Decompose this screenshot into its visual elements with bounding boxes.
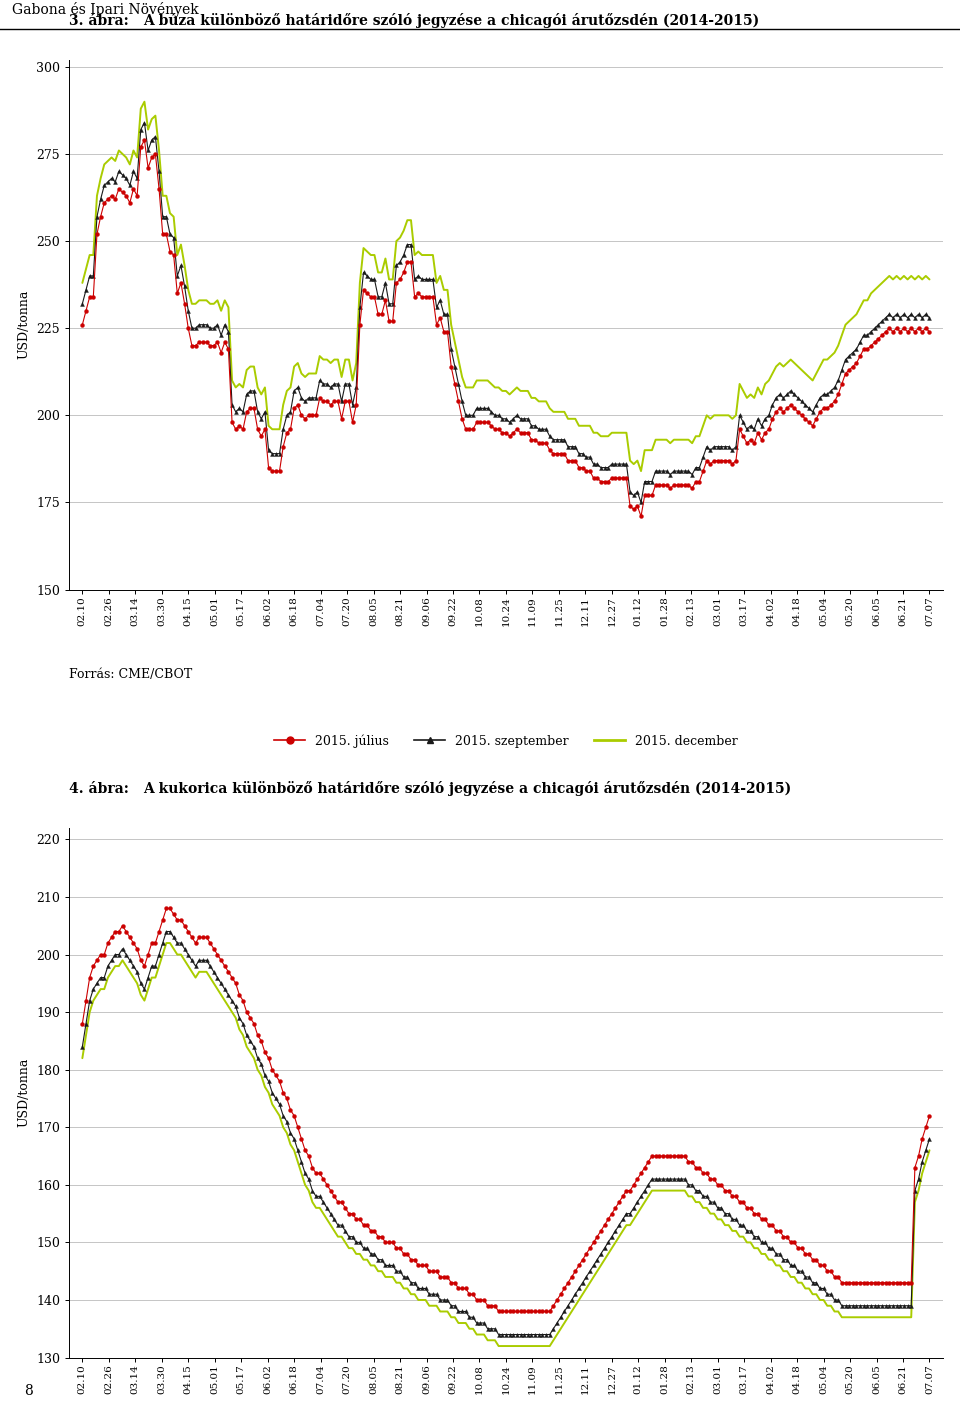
- Text: 3. ábra:: 3. ábra:: [69, 14, 129, 29]
- Text: A búza különböző határidőre szóló jegyzése a chicagói árutőzsdén (2014-2015): A búza különböző határidőre szóló jegyzé…: [143, 13, 759, 29]
- Text: 4. ábra:: 4. ábra:: [69, 781, 129, 796]
- Text: A kukorica különböző határidőre szóló jegyzése a chicagói árutőzsdén (2014-2015): A kukorica különböző határidőre szóló je…: [143, 781, 792, 796]
- Y-axis label: USD/tonna: USD/tonna: [17, 1058, 31, 1128]
- Y-axis label: USD/tonna: USD/tonna: [17, 289, 31, 359]
- Text: 8: 8: [24, 1383, 33, 1397]
- Text: Forrás: CME/CBOT: Forrás: CME/CBOT: [69, 667, 192, 682]
- Legend: 2015. július, 2015. szeptember, 2015. december: 2015. július, 2015. szeptember, 2015. de…: [269, 729, 743, 753]
- Text: Gabona és Ipari Növények: Gabona és Ipari Növények: [12, 1, 199, 17]
